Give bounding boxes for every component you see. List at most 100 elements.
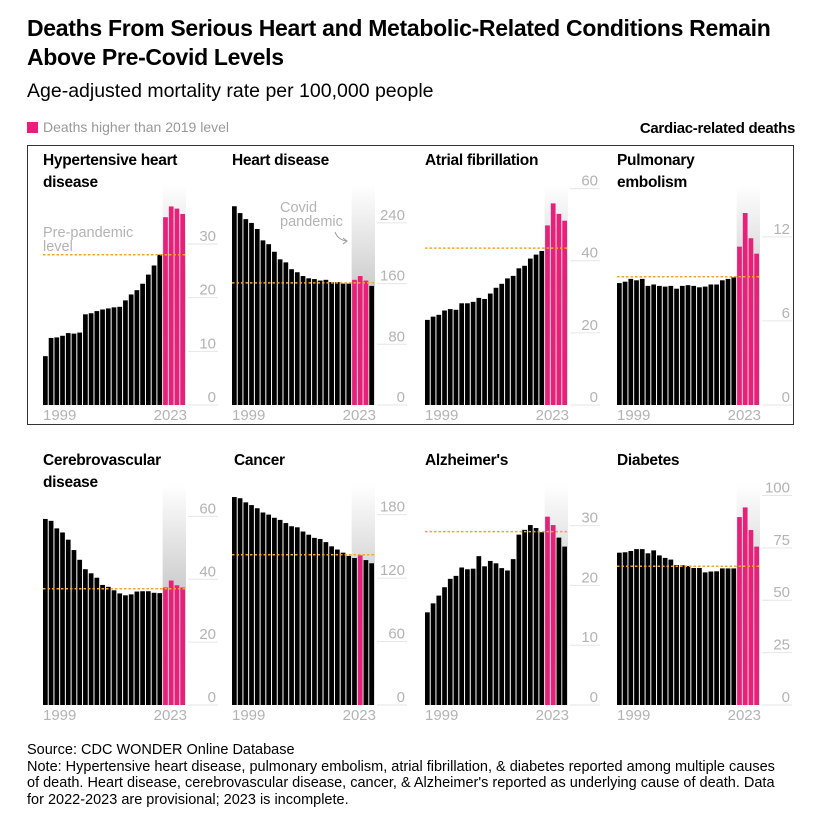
bar-2020 — [163, 217, 168, 405]
y-tick-label: 10 — [199, 335, 216, 352]
bar-2022 — [174, 585, 180, 705]
bar-2004 — [71, 550, 77, 705]
bar-2000 — [622, 552, 628, 705]
bar-2018 — [725, 568, 731, 705]
bar-2014 — [128, 594, 134, 705]
y-tick-label: 0 — [590, 689, 598, 706]
x-label-start: 1999 — [232, 707, 265, 724]
bar-2018 — [340, 283, 346, 405]
y-tick-label: 80 — [388, 328, 405, 345]
legend: Deaths higher than 2019 level — [27, 119, 229, 135]
panel-title: Alzheimer's — [425, 452, 509, 469]
arrow-head-icon — [342, 237, 348, 245]
bar-2006 — [272, 517, 277, 705]
bar-2016 — [140, 283, 145, 405]
bar-2021 — [168, 206, 174, 405]
x-label-end: 2023 — [154, 707, 187, 724]
bar-2018 — [151, 265, 157, 405]
arrow-icon — [334, 231, 348, 242]
bar-2007 — [470, 301, 476, 405]
bar-2013 — [312, 279, 317, 405]
bar-1999 — [43, 356, 48, 405]
y-tick-label: 25 — [773, 637, 790, 654]
bar-2019 — [346, 283, 352, 405]
bar-2015 — [708, 571, 714, 705]
covid-period-band — [162, 485, 186, 705]
bar-2015 — [516, 534, 522, 705]
bar-2001 — [243, 219, 249, 405]
bar-2010 — [105, 586, 111, 705]
bar-2003 — [254, 508, 260, 705]
bar-2016 — [140, 591, 145, 705]
bar-2017 — [145, 591, 151, 705]
bar-2022 — [748, 238, 754, 405]
bar-2016 — [522, 265, 527, 405]
covid-period-band — [351, 185, 375, 405]
bar-2010 — [294, 527, 300, 705]
bar-2002 — [60, 335, 65, 405]
y-tick-label: 0 — [397, 689, 405, 706]
bar-2017 — [334, 282, 340, 405]
group-label: Cardiac-related deaths — [639, 120, 795, 137]
bar-2014 — [702, 572, 708, 705]
bar-2021 — [357, 555, 363, 705]
bar-2011 — [493, 287, 499, 405]
y-tick-label: 60 — [388, 626, 405, 643]
bar-2001 — [628, 278, 634, 405]
y-tick-label: 75 — [773, 532, 790, 549]
x-label-end: 2023 — [154, 407, 187, 424]
bar-2022 — [363, 560, 369, 705]
bar-2011 — [685, 285, 691, 405]
bar-2010 — [294, 272, 300, 405]
covid-period-band — [544, 185, 568, 405]
y-tick-label: 60 — [199, 500, 216, 517]
bar-2011 — [493, 563, 499, 705]
bar-2023 — [180, 213, 185, 405]
covid-annotation: Covid — [280, 200, 317, 216]
bar-2019 — [346, 555, 352, 705]
panel-title: Diabetes — [617, 452, 680, 469]
bar-1999 — [617, 552, 622, 705]
bar-2012 — [306, 278, 312, 405]
bar-2022 — [556, 537, 562, 705]
bar-2006 — [657, 285, 662, 405]
bar-2004 — [453, 575, 459, 705]
bar-2009 — [482, 298, 487, 405]
bar-2023 — [369, 285, 374, 405]
bar-2006 — [657, 555, 662, 705]
bar-2018 — [533, 254, 539, 405]
x-label-start: 1999 — [43, 707, 76, 724]
prepandemic-annotation: level — [43, 239, 73, 255]
y-tick-label: 0 — [208, 689, 216, 706]
bar-2001 — [243, 502, 249, 705]
bar-2008 — [668, 559, 674, 705]
covid-period-band — [351, 485, 375, 705]
bar-2000 — [237, 498, 243, 705]
bar-2005 — [459, 567, 465, 705]
bar-2013 — [505, 278, 510, 405]
bar-2002 — [634, 280, 639, 405]
bar-2023 — [369, 563, 374, 705]
panel-title: Hypertensive heart disease — [43, 152, 178, 191]
bar-1999 — [617, 283, 622, 405]
y-tick-label: 100 — [765, 479, 790, 496]
bar-2015 — [134, 290, 140, 405]
bar-2013 — [123, 595, 128, 705]
x-label-end: 2023 — [343, 407, 376, 424]
bar-2013 — [312, 537, 317, 705]
bar-2002 — [634, 549, 639, 705]
bar-2000 — [622, 281, 628, 405]
bar-2000 — [430, 603, 436, 705]
bar-2002 — [442, 587, 447, 705]
bar-2002 — [249, 222, 254, 405]
bar-2012 — [117, 306, 123, 405]
bar-2001 — [628, 551, 634, 705]
panel-title: Cerebrovascular disease — [43, 452, 161, 491]
bar-2017 — [719, 568, 725, 705]
bar-2005 — [459, 303, 465, 405]
x-label-end: 2023 — [728, 407, 761, 424]
bar-2022 — [174, 208, 180, 405]
bar-2018 — [533, 528, 539, 705]
bar-2009 — [289, 526, 294, 705]
bar-2014 — [510, 275, 516, 405]
